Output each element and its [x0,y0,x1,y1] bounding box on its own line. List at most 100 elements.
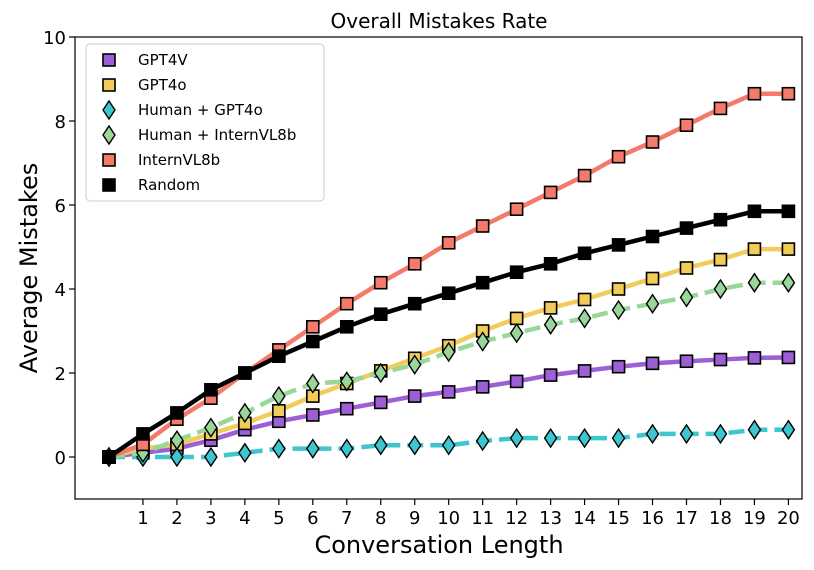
x-tick-label-16: 16 [641,508,664,529]
series-line-human-gpt4o [108,427,789,460]
y-axis-label: Average Mistakes [15,163,43,374]
point-random-6 [306,334,320,349]
legend-label-random: Random [138,176,200,194]
x-tick-label-8: 8 [375,508,386,529]
legend-label-internvl8b: InternVL8b [138,151,220,169]
point-random-12 [509,265,524,280]
legend-marker-random [102,178,116,192]
point-random-17 [679,221,694,235]
point-human-internvl8b-3 [204,417,218,438]
point-random-18 [713,212,728,227]
point-human-internvl8b-10 [441,341,456,363]
point-human-internvl8b-16 [645,293,660,314]
x-tick-label-3: 3 [205,508,216,529]
point-gpt4o-17 [679,261,694,275]
point-random-19 [747,204,762,219]
point-gpt4o-18 [713,252,728,267]
point-human-internvl8b-7 [339,371,354,392]
point-human-internvl8b-11 [475,331,490,352]
point-random-11 [475,275,490,290]
x-tick-label-6: 6 [307,508,318,529]
point-gpt4o-20 [781,242,796,256]
point-random-14 [577,246,592,261]
point-human-internvl8b-6 [305,373,320,394]
point-internvl8b-15 [611,149,626,164]
series-human-internvl8b [102,272,796,468]
point-human-internvl8b-12 [509,322,524,344]
legend-marker-gpt4o [102,78,116,92]
point-human-internvl8b-13 [543,314,558,335]
series-internvl8b [102,86,796,464]
legend-marker-human-gpt4o [102,99,116,121]
point-gpt4o-14 [577,292,592,307]
x-tick-label-12: 12 [505,508,528,529]
point-human-gpt4o-10 [441,434,456,456]
point-human-gpt4o-18 [713,423,728,445]
point-random-10 [441,286,456,301]
point-human-gpt4o-9 [407,434,422,456]
point-human-gpt4o-20 [781,419,796,440]
point-human-gpt4o-4 [238,442,252,464]
point-human-gpt4o-11 [475,430,490,452]
point-human-internvl8b-17 [679,287,694,308]
point-human-gpt4o-6 [305,438,320,459]
point-internvl8b-16 [645,135,660,149]
x-tick-label-19: 19 [743,508,766,529]
x-tick-label-10: 10 [437,508,460,529]
y-tick-label-6: 6 [55,196,66,217]
legend-marker-gpt4v [102,53,116,67]
point-human-internvl8b-19 [747,272,762,293]
legend-label-gpt4v: GPT4V [138,51,188,69]
point-gpt4v-14 [577,364,592,378]
point-internvl8b-14 [577,168,592,183]
y-tick-label-2: 2 [55,364,66,385]
point-gpt4o-15 [611,282,626,296]
legend-label-human-internvl8b: Human + InternVL8b [138,126,296,144]
point-gpt4v-8 [373,395,388,410]
point-gpt4v-6 [306,408,320,422]
point-gpt4v-11 [475,380,490,394]
point-gpt4v-10 [441,385,456,399]
point-random-2 [170,406,184,420]
point-human-gpt4o-17 [679,423,694,445]
point-human-gpt4o-13 [543,427,558,449]
legend-label-human-gpt4o: Human + GPT4o [138,101,263,119]
legend-box [85,43,325,202]
x-tick-label-17: 17 [675,508,698,529]
point-gpt4o-16 [645,271,660,286]
point-internvl8b-10 [441,236,456,250]
point-internvl8b-9 [407,256,422,271]
point-human-internvl8b-4 [238,402,252,424]
x-axis-label: Conversation Length [314,531,563,559]
legend-marker-human-internvl8b [102,124,116,146]
point-random-4 [238,366,252,380]
point-human-gpt4o-7 [339,438,354,459]
point-human-internvl8b-5 [271,385,286,407]
point-gpt4v-17 [679,354,694,369]
point-internvl8b-11 [475,219,490,233]
point-random-9 [407,296,422,311]
y-tick-label-0: 0 [55,448,66,469]
point-gpt4o-12 [509,311,524,326]
point-human-gpt4o-19 [747,419,762,440]
point-random-3 [204,382,218,397]
point-internvl8b-20 [781,86,796,101]
point-human-gpt4o-8 [373,434,388,456]
series-random [102,204,796,464]
point-human-gpt4o-3 [204,446,218,468]
point-gpt4v-19 [747,351,762,365]
point-random-13 [543,256,558,271]
x-tick-label-13: 13 [539,508,562,529]
point-internvl8b-7 [339,296,354,311]
point-human-gpt4o-14 [577,427,592,449]
point-human-gpt4o-12 [509,427,524,449]
x-tick-label-1: 1 [137,508,148,529]
point-gpt4o-13 [543,301,558,315]
point-random-1 [136,427,150,441]
point-human-gpt4o-5 [271,438,286,459]
y-tick-label-4: 4 [55,280,66,301]
point-human-gpt4o-2 [170,446,184,468]
plot-frame [74,36,803,500]
x-tick-label-18: 18 [709,508,732,529]
